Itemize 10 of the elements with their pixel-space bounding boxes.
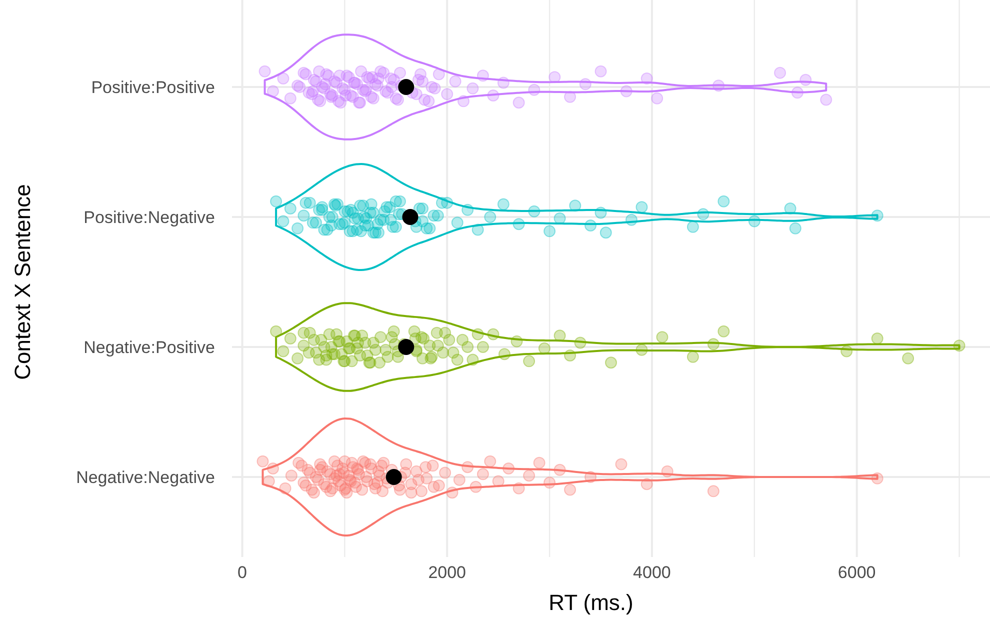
y-tick-label: Positive:Negative — [84, 208, 215, 227]
x-tick-label: 4000 — [633, 563, 671, 582]
y-tick-label: Positive:Positive — [91, 78, 215, 97]
x-axis-title: RT (ms.) — [548, 590, 634, 615]
y-tick-label: Negative:Negative — [76, 468, 215, 487]
y-axis-title: Context X Sentence — [10, 184, 35, 380]
x-tick-label: 6000 — [838, 563, 876, 582]
y-tick-label: Negative:Positive — [84, 338, 215, 357]
x-tick-label: 0 — [238, 563, 247, 582]
x-tick-label: 2000 — [428, 563, 466, 582]
